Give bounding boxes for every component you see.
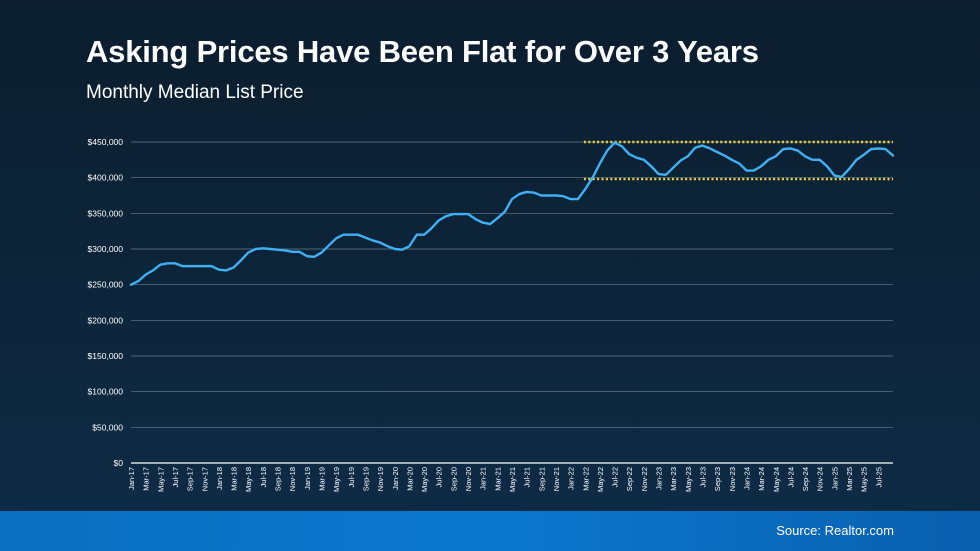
x-tick-label: Jul-22 [611, 467, 620, 487]
chart-subtitle: Monthly Median List Price [86, 82, 304, 103]
x-tick-label: Jan-21 [479, 467, 488, 490]
x-tick-label: Sep-19 [361, 467, 370, 491]
x-tick-label: Mar-25 [845, 467, 854, 491]
x-tick-label: Jan-20 [391, 467, 400, 490]
x-tick-label: Jan-17 [127, 467, 136, 490]
x-tick-label: Nov-19 [376, 467, 385, 491]
x-tick-label: May-19 [332, 467, 341, 492]
x-tick-label: Mar-19 [318, 467, 327, 491]
x-tick-label: Mar-20 [405, 467, 414, 491]
x-tick-label: Nov-24 [816, 467, 825, 491]
x-tick-label: Sep-24 [801, 467, 810, 491]
footer-bar: Source: Realtor.com [0, 511, 980, 551]
x-tick-label: May-17 [156, 467, 165, 492]
x-tick-label: Jul-25 [874, 467, 883, 487]
y-tick-label: $450,000 [88, 137, 124, 147]
x-tick-label: Sep-23 [713, 467, 722, 491]
x-tick-label: Sep-20 [449, 467, 458, 491]
x-tick-label: Mar-17 [142, 467, 151, 491]
x-tick-label: Nov-20 [464, 467, 473, 491]
x-tick-label: Jul-17 [171, 467, 180, 487]
x-tick-label: Mar-22 [581, 467, 590, 491]
x-tick-label: Jul-19 [347, 467, 356, 487]
y-tick-label: $150,000 [88, 351, 124, 361]
x-tick-label: May-20 [420, 467, 429, 492]
x-tick-label: Jul-21 [523, 467, 532, 487]
x-tick-label: Jan-22 [567, 467, 576, 490]
x-tick-label: Mar-24 [757, 467, 766, 491]
x-tick-label: Nov-22 [640, 467, 649, 491]
x-tick-label: Jul-20 [435, 467, 444, 487]
y-tick-label: $50,000 [92, 422, 123, 432]
y-tick-label: $400,000 [88, 173, 124, 183]
x-tick-label: Jan-25 [830, 467, 839, 490]
x-tick-label: Mar-18 [230, 467, 239, 491]
y-tick-label: $200,000 [88, 315, 124, 325]
x-tick-label: Jan-19 [303, 467, 312, 490]
x-tick-label: May-21 [508, 467, 517, 492]
x-tick-label: Mar-21 [493, 467, 502, 491]
x-tick-label: Jan-18 [215, 467, 224, 490]
x-tick-label: May-23 [684, 467, 693, 492]
source-label: Source: Realtor.com [776, 523, 894, 538]
x-tick-label: Nov-21 [552, 467, 561, 491]
x-tick-label: Sep-21 [537, 467, 546, 491]
x-tick-label: Jul-18 [259, 467, 268, 487]
x-tick-label: Sep-18 [274, 467, 283, 491]
x-tick-label: Sep-17 [186, 467, 195, 491]
x-tick-label: Jul-24 [786, 467, 795, 487]
x-tick-label: May-18 [244, 467, 253, 492]
x-tick-label: Nov-23 [728, 467, 737, 491]
x-tick-label: Nov-17 [200, 467, 209, 491]
x-tick-label: Sep-22 [625, 467, 634, 491]
y-tick-label: $0 [114, 458, 124, 468]
y-tick-label: $300,000 [88, 244, 124, 254]
x-tick-label: Jan-24 [742, 467, 751, 490]
x-tick-label: May-22 [596, 467, 605, 492]
y-tick-label: $100,000 [88, 387, 124, 397]
y-tick-label: $250,000 [88, 280, 124, 290]
x-tick-label: May-25 [860, 467, 869, 492]
x-tick-label: May-24 [772, 467, 781, 492]
x-tick-label: Jan-23 [655, 467, 664, 490]
series-line [129, 141, 895, 286]
x-tick-label: Nov-18 [288, 467, 297, 491]
x-tick-label: Mar-23 [669, 467, 678, 491]
chart-title: Asking Prices Have Been Flat for Over 3 … [86, 34, 759, 69]
y-tick-label: $350,000 [88, 208, 124, 218]
line-chart: $0 $50,000 $100,000 $150,000 $200,000 $250,00… [88, 137, 895, 492]
x-tick-label: Jul-23 [699, 467, 708, 487]
